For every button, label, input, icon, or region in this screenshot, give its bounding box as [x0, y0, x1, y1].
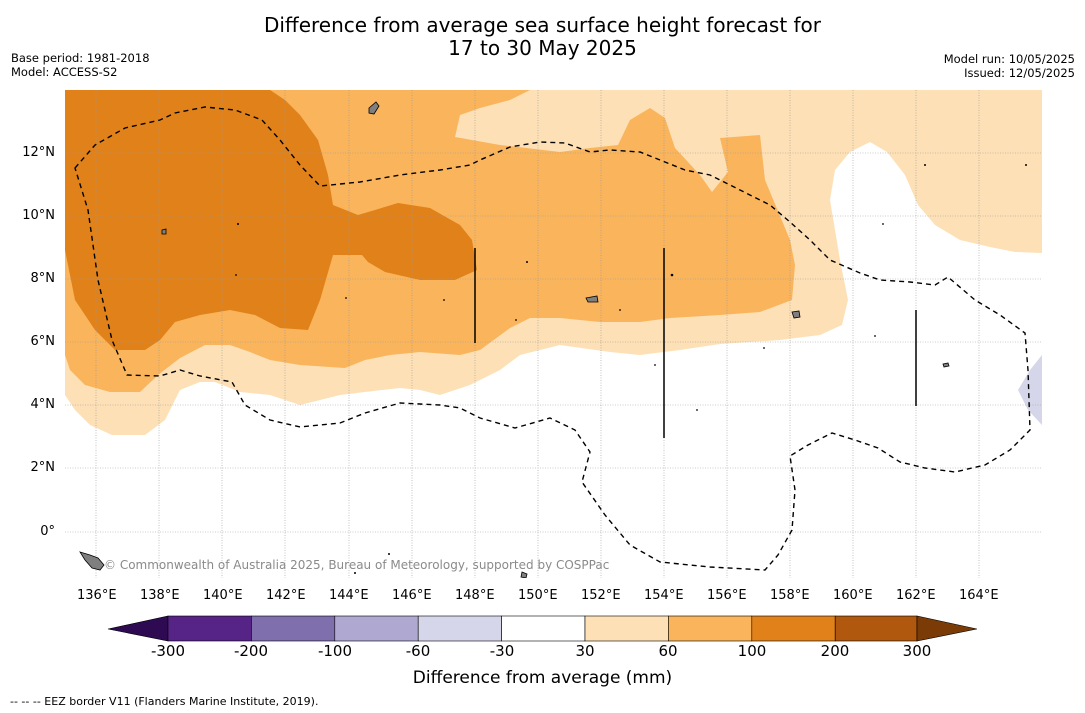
lon-label: 162°E — [896, 588, 936, 603]
colorbar-title: Difference from average (mm) — [412, 668, 673, 688]
gridlines — [65, 90, 1042, 578]
lat-label: 0° — [40, 524, 55, 539]
colorbar-tick-label: 300 — [902, 642, 932, 660]
lat-label: 2°N — [30, 460, 56, 475]
colorbar-bin — [751, 615, 836, 642]
colorbar-tick-label: 30 — [575, 642, 595, 660]
colorbar-bin — [167, 615, 252, 642]
lat-label: 6°N — [30, 334, 56, 349]
anomaly-field — [65, 90, 1042, 578]
colorbar-tick-label: 200 — [820, 642, 850, 660]
lon-label: 154°E — [644, 588, 684, 603]
lat-label: 12°N — [22, 145, 55, 160]
anomaly-100-200-patch — [155, 90, 270, 102]
issued-text: Issued: 12/05/2025 — [964, 66, 1075, 80]
colorbar-bin — [334, 615, 419, 642]
colorbar-tick-label: 60 — [658, 642, 678, 660]
model-name-text: Model: ACCESS-S2 — [11, 65, 118, 79]
lon-label: 146°E — [392, 588, 432, 603]
lon-label: 156°E — [707, 588, 747, 603]
run-info: Model run: 10/05/2025 Issued: 12/05/2025 — [944, 52, 1075, 80]
lat-label: 8°N — [30, 271, 56, 286]
colorbar-tick-label: 100 — [737, 642, 767, 660]
map-title: Difference from average sea surface heig… — [0, 14, 1085, 60]
colorbar-min-extend — [107, 615, 169, 642]
title-line-2: 17 to 30 May 2025 — [448, 36, 637, 60]
anomaly-100-200-region — [65, 90, 477, 350]
title-line-1: Difference from average sea surface heig… — [263, 13, 822, 37]
ridge-lines — [474, 248, 917, 438]
lon-label: 140°E — [203, 588, 243, 603]
lon-label: 136°E — [77, 588, 117, 603]
colorbar-bin — [251, 615, 336, 642]
colorbar-bin — [584, 615, 669, 642]
lon-label: 158°E — [770, 588, 810, 603]
small-islets — [235, 164, 1027, 574]
lon-label: 160°E — [833, 588, 873, 603]
copyright-credit: © Commonwealth of Australia 2025, Bureau… — [104, 558, 610, 572]
colorbar-tick-label: -200 — [233, 642, 269, 660]
eez-border-line — [74, 106, 1031, 571]
islands — [79, 101, 950, 578]
model-run-text: Model run: 10/05/2025 — [943, 52, 1075, 66]
colorbar-tick-label: -30 — [489, 642, 515, 660]
lat-label: 4°N — [30, 397, 56, 412]
lon-label: 142°E — [266, 588, 306, 603]
colorbar-tick-label: -100 — [317, 642, 353, 660]
colorbar-tick-label: -300 — [150, 642, 186, 660]
colorbar-max-extend — [916, 615, 978, 642]
lat-label: 10°N — [22, 208, 55, 223]
colorbar-bin — [501, 615, 586, 642]
colorbar-bin — [668, 615, 753, 642]
lon-label: 138°E — [140, 588, 180, 603]
lon-label: 148°E — [455, 588, 495, 603]
model-info: Base period: 1981-2018 Model: ACCESS-S2 — [11, 51, 150, 79]
lon-label: 152°E — [581, 588, 621, 603]
base-period-text: Base period: 1981-2018 — [11, 51, 150, 65]
colorbar-tick-label: -60 — [405, 642, 431, 660]
eez-legend-note: -- -- -- EEZ border V11 (Flanders Marine… — [10, 695, 319, 708]
colorbar-bin — [417, 615, 502, 642]
lon-label: 150°E — [518, 588, 558, 603]
anomaly-negative-patch — [1018, 355, 1042, 425]
colorbar-bin — [834, 615, 918, 642]
lon-label: 144°E — [329, 588, 369, 603]
lon-label: 164°E — [959, 588, 999, 603]
